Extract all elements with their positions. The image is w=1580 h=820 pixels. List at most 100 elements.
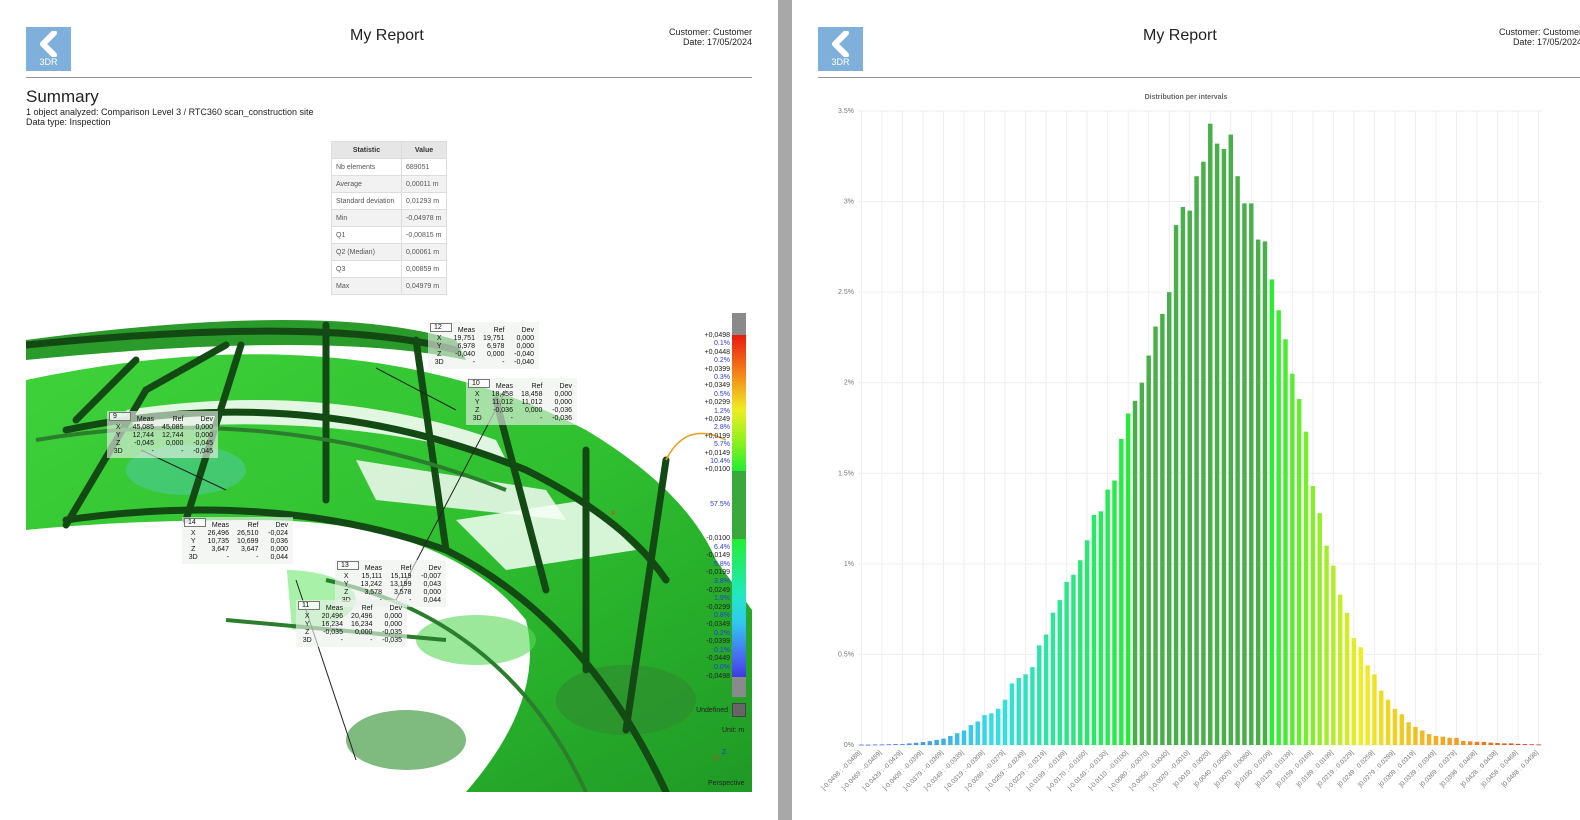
col-header: Ref: [172, 416, 184, 423]
histogram-bar: [1509, 743, 1514, 745]
legend-percent: 0.1%: [714, 340, 730, 348]
histogram-bar: [1105, 489, 1110, 745]
histogram-bar: [1050, 612, 1056, 745]
stat-value: 0,01293 m: [401, 192, 447, 210]
customer-info: Customer: Customer Date: 17/05/2024: [669, 27, 752, 47]
measure-cell: -0,045: [193, 448, 213, 455]
measure-cell: 3D: [188, 554, 198, 561]
histogram-bar: [1324, 545, 1329, 745]
measurement-label-12[interactable]: 12 Meas Ref Dev X 19,751 19,751 0,000 Y 6,978 6,97…: [428, 322, 539, 369]
y-tick-label: 3.5%: [838, 108, 854, 115]
measure-cell: -0,045: [134, 440, 154, 447]
col-header: Ref: [247, 522, 259, 529]
histogram-bar: [975, 721, 980, 745]
histogram-bar: [1180, 207, 1186, 745]
measure-cell: 19,751: [483, 335, 505, 342]
histogram-bar: [1255, 239, 1261, 745]
histogram-bar: [1208, 123, 1213, 746]
measure-cell: 45,085: [162, 424, 184, 431]
stat-value: -0,04978 m: [401, 209, 447, 227]
measure-cell: Z: [305, 629, 310, 636]
date-label: Date: 17/05/2024: [1512, 37, 1580, 47]
measure-cell: -: [181, 448, 184, 455]
label-id: 12: [430, 323, 452, 332]
3dr-logo: 3DR: [26, 27, 71, 71]
legend-threshold: -0,0199: [706, 569, 730, 577]
measure-cell: 0,000: [384, 613, 402, 620]
measure-cell: 3,647: [211, 546, 229, 553]
col-header: Meas: [364, 565, 382, 572]
measure-cell: -0,040: [514, 351, 534, 358]
legend-percent: 0.5%: [714, 390, 730, 398]
stats-row: Nb elements 689051: [331, 158, 447, 176]
legend-threshold: -0,0249: [706, 586, 730, 594]
back-chevron-icon: [832, 31, 849, 57]
histogram-bar: [1372, 674, 1377, 745]
measure-row: X 15,111 15,119 -0,007: [338, 573, 443, 581]
measure-cell: -0,024: [268, 530, 288, 537]
stat-name: Q3: [331, 260, 402, 278]
measure-cell: Y: [304, 621, 310, 628]
col-header: Ref: [400, 565, 412, 572]
svg-text:x: x: [611, 508, 615, 517]
histogram-bar: [1146, 355, 1151, 745]
measure-cell: 3,578: [364, 589, 382, 596]
col-header: Dev: [521, 327, 534, 334]
measure-row: Z 3,578 3,578 0,000: [338, 589, 443, 597]
3d-viewport[interactable]: x 12 Meas Ref Dev X 19,751 19,751 0,000 Y 6,978 6,…: [26, 320, 752, 792]
measure-row: Y 16,234 16,234 0,000: [299, 621, 404, 629]
stat-name: Standard deviation: [331, 192, 402, 210]
measure-cell: Y: [436, 343, 442, 350]
measure-cell: 20,496: [321, 613, 343, 620]
customer-info: Customer: Customer Date: 17/05/2024: [1499, 27, 1580, 47]
histogram-bar: [1194, 176, 1199, 745]
x-tick-label: ]0.0010 : 0.0020]: [1172, 749, 1212, 789]
histogram-bar: [1303, 431, 1309, 745]
measurement-label-14[interactable]: 14 Meas Ref Dev X 26,496 26,510 -0,024 Y 10,735 10…: [182, 517, 293, 564]
measure-cell: 19,751: [453, 335, 475, 342]
legend-threshold: -0,0399: [706, 638, 730, 646]
chart-title: Distribution per intervals: [1144, 94, 1228, 101]
histogram-bar: [1084, 540, 1090, 745]
measure-row: Y 6,978 6,978 0,000: [431, 343, 536, 351]
histogram-bar: [968, 725, 974, 745]
measure-cell: 11,012: [492, 399, 513, 406]
histogram-bar: [1406, 722, 1411, 745]
legend-threshold: -0,0349: [706, 621, 730, 628]
unit-label: Unit: m: [722, 727, 745, 734]
histogram-bar: [1043, 634, 1049, 745]
measure-cell: -0,036: [552, 415, 572, 422]
histogram-bar: [982, 715, 987, 745]
histogram-bar: [996, 708, 1001, 745]
measure-cell: -: [151, 448, 154, 455]
scale-bottom-under: [732, 677, 746, 697]
measurement-label-9[interactable]: 9 Meas Ref Dev X 45,085 45,085 0,000 Y 12,744 12,7…: [107, 411, 218, 458]
measure-cell: 26,510: [237, 530, 259, 537]
histogram-bar: [1228, 134, 1233, 745]
col-header: Meas: [325, 605, 343, 612]
measure-cell: Y: [190, 538, 196, 545]
measurement-label-13[interactable]: 13 Meas Ref Dev X 15,111 15,119 -0,007 Y 13,242 13…: [335, 560, 446, 607]
legend-percent: 1.9%: [714, 595, 730, 603]
legend-percent: 0.3%: [714, 374, 730, 381]
measure-row: Y 13,242 13,199 0,043: [338, 581, 443, 589]
customer-label: Customer: Customer: [1498, 27, 1580, 37]
measure-cell: 0,000: [165, 440, 184, 447]
stats-row: Min -0,04978 m: [331, 209, 447, 227]
measure-cell: 15,111: [361, 573, 382, 580]
legend-percent: 3.8%: [714, 578, 730, 585]
histogram-bar: [1242, 203, 1247, 745]
legend-threshold: -0,0449: [706, 655, 730, 663]
legend-percent: 5.7%: [714, 441, 730, 449]
summary-objects: 1 object analyzed: Comparison Level 3 / …: [26, 107, 314, 117]
stats-row: Q1 -0,00815 m: [331, 226, 447, 244]
measure-cell: 0,044: [423, 597, 441, 604]
header-value: Value: [401, 141, 447, 159]
legend-threshold: -0,0100: [706, 535, 730, 542]
label-id: 11: [298, 601, 320, 610]
measure-cell: 0,036: [270, 538, 288, 545]
col-header: Meas: [136, 416, 154, 423]
measurement-label-11[interactable]: 11 Meas Ref Dev X 20,496 20,496 0,000 Y 16,234 16,…: [296, 600, 407, 647]
measurement-label-10[interactable]: 10 Meas Ref Dev X 18,458 18,458 0,000 Y 11,012 11,…: [466, 378, 577, 425]
histogram-bar: [1235, 176, 1240, 745]
